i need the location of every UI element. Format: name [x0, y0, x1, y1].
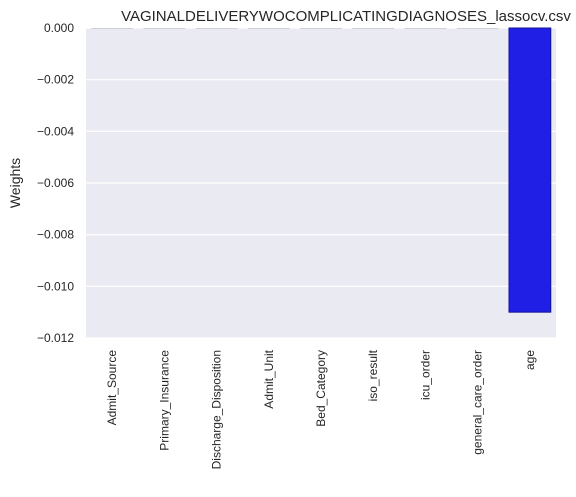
y-tick-label: −0.008: [37, 228, 74, 242]
x-tick-label: icu_order: [418, 350, 432, 400]
bar-admit-unit: [247, 28, 290, 29]
x-tick-label: iso_result: [366, 349, 380, 401]
y-tick-label: −0.012: [37, 331, 74, 345]
bar-admit-source: [91, 28, 133, 29]
x-tick-label: age: [523, 350, 537, 370]
y-tick-labels: 0.000 −0.002 −0.004 −0.006 −0.008 −0.010 −0.01…: [37, 21, 74, 345]
x-tick-label: Primary_Insurance: [157, 350, 171, 451]
chart-title: VAGINALDELIVERYWOCOMPLICATINGDIAGNOSES_l…: [121, 8, 571, 25]
bar-primary-insurance: [143, 28, 186, 29]
x-tick-label: Discharge_Disposition: [210, 350, 224, 469]
y-axis-label: Weights: [7, 158, 23, 208]
bar-icu-order: [404, 28, 447, 29]
x-tick-label: general_care_order: [471, 350, 485, 455]
bar-discharge-disposition: [195, 28, 238, 29]
y-tick-label: −0.002: [37, 73, 74, 87]
x-tick-label: Admit_Unit: [262, 349, 276, 408]
y-tick-label: −0.006: [37, 176, 74, 190]
bar-general-care-order: [456, 28, 499, 29]
bars: [91, 27, 552, 313]
x-tick-label: Admit_Source: [105, 350, 119, 426]
bar-bed-category: [300, 28, 342, 29]
y-tick-label: 0.000: [44, 21, 74, 35]
y-tick-label: −0.010: [37, 279, 74, 293]
bar-iso-result: [352, 28, 395, 29]
x-tick-labels: Admit_Source Primary_Insurance Discharge_D…: [105, 349, 537, 469]
y-tick-label: −0.004: [37, 124, 74, 138]
x-tick-label: Bed_Category: [314, 350, 328, 427]
bar-age: [508, 27, 552, 313]
